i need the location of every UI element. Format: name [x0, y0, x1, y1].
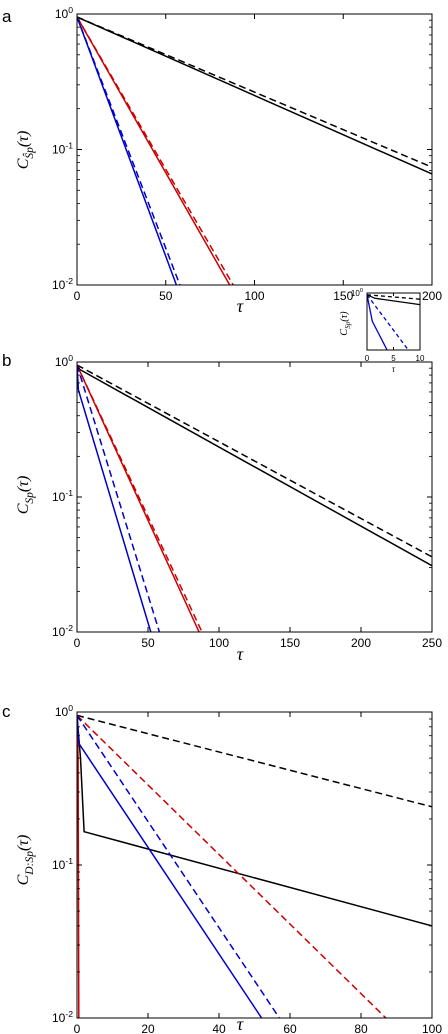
series-group — [367, 294, 420, 350]
x-tick-label: 50 — [141, 636, 155, 650]
series-line-3 — [367, 294, 409, 350]
series-group — [77, 16, 432, 285]
x-tick-label: 0 — [74, 289, 81, 303]
series-line-0 — [367, 294, 420, 306]
x-tick-label: 40 — [212, 1022, 226, 1034]
x-tick-label: 80 — [354, 1022, 368, 1034]
series-line-1 — [77, 714, 432, 808]
plot-frame — [76, 361, 433, 633]
series-line-1 — [367, 294, 420, 300]
y-tick-label: 10-2 — [52, 276, 73, 292]
series-line-3 — [77, 16, 234, 285]
x-tick-label: 200 — [422, 289, 442, 303]
x-tick-label: 50 — [159, 289, 173, 303]
x-axis-label: τ — [237, 1014, 244, 1034]
panel-label: c — [2, 702, 11, 721]
y-tick-label: 100 — [351, 288, 363, 298]
y-tick-label: 10-2 — [52, 1009, 73, 1025]
y-tick-label: 100 — [55, 353, 73, 369]
x-tick-label: 100 — [209, 636, 229, 650]
y-tick-label: 10-2 — [52, 623, 73, 639]
x-tick-label: 150 — [333, 289, 353, 303]
series-line-5 — [77, 16, 181, 285]
x-tick-label: 0 — [74, 1022, 81, 1034]
x-tick-label: 60 — [283, 1022, 297, 1034]
series-line-5 — [77, 714, 281, 1018]
x-tick-label: 150 — [280, 636, 300, 650]
x-tick-label: 0 — [74, 636, 81, 650]
x-tick-label: 20 — [141, 1022, 155, 1034]
series-line-0 — [77, 16, 432, 175]
series-line-4 — [77, 715, 263, 1018]
x-axis-label: τ — [237, 644, 244, 664]
x-tick-label: 5 — [391, 354, 396, 363]
y-axis-label: CSp(τ) — [15, 476, 36, 515]
panel-label: a — [2, 7, 12, 26]
y-tick-label: 10-1 — [52, 140, 73, 156]
series-line-3 — [77, 364, 203, 632]
x-axis-label: τ — [237, 296, 244, 316]
plot-frame — [76, 13, 433, 286]
series-line-2 — [367, 294, 388, 350]
y-tick-label: 10-1 — [52, 856, 73, 872]
panel-label: b — [2, 351, 11, 370]
y-tick-label: 100 — [55, 5, 73, 21]
x-tick-label: 100 — [244, 289, 264, 303]
series-line-3 — [77, 714, 387, 1018]
y-axis-label: CD:Sp(τ) — [15, 835, 36, 886]
x-tick-label: 200 — [351, 636, 371, 650]
y-axis-label: CŜp(τ) — [15, 131, 36, 170]
series-line-2 — [77, 16, 231, 285]
inset-background — [367, 293, 420, 350]
series-line-5 — [77, 364, 161, 632]
x-tick-label: 250 — [422, 636, 442, 650]
x-tick-label: 10 — [416, 354, 425, 363]
series-line-1 — [77, 364, 432, 558]
y-tick-label: 10-1 — [52, 488, 73, 504]
inset-axes: 0 5 10 100 — [351, 288, 425, 363]
series-line-4 — [77, 16, 178, 285]
x-tick-label: 100 — [422, 1022, 442, 1034]
series-group — [77, 714, 432, 1018]
plot-frame — [76, 711, 433, 1019]
series-group — [77, 364, 432, 632]
panel-axes: 0 20 40 60 80 100 100 10-1 10-2 — [52, 703, 442, 1034]
x-tick-label: 0 — [365, 354, 370, 363]
series-line-1 — [77, 16, 432, 168]
inset-x-axis-label: τ — [392, 364, 396, 374]
inset-y-axis-label: CSp(τ) — [339, 311, 352, 336]
y-tick-label: 100 — [55, 703, 73, 719]
